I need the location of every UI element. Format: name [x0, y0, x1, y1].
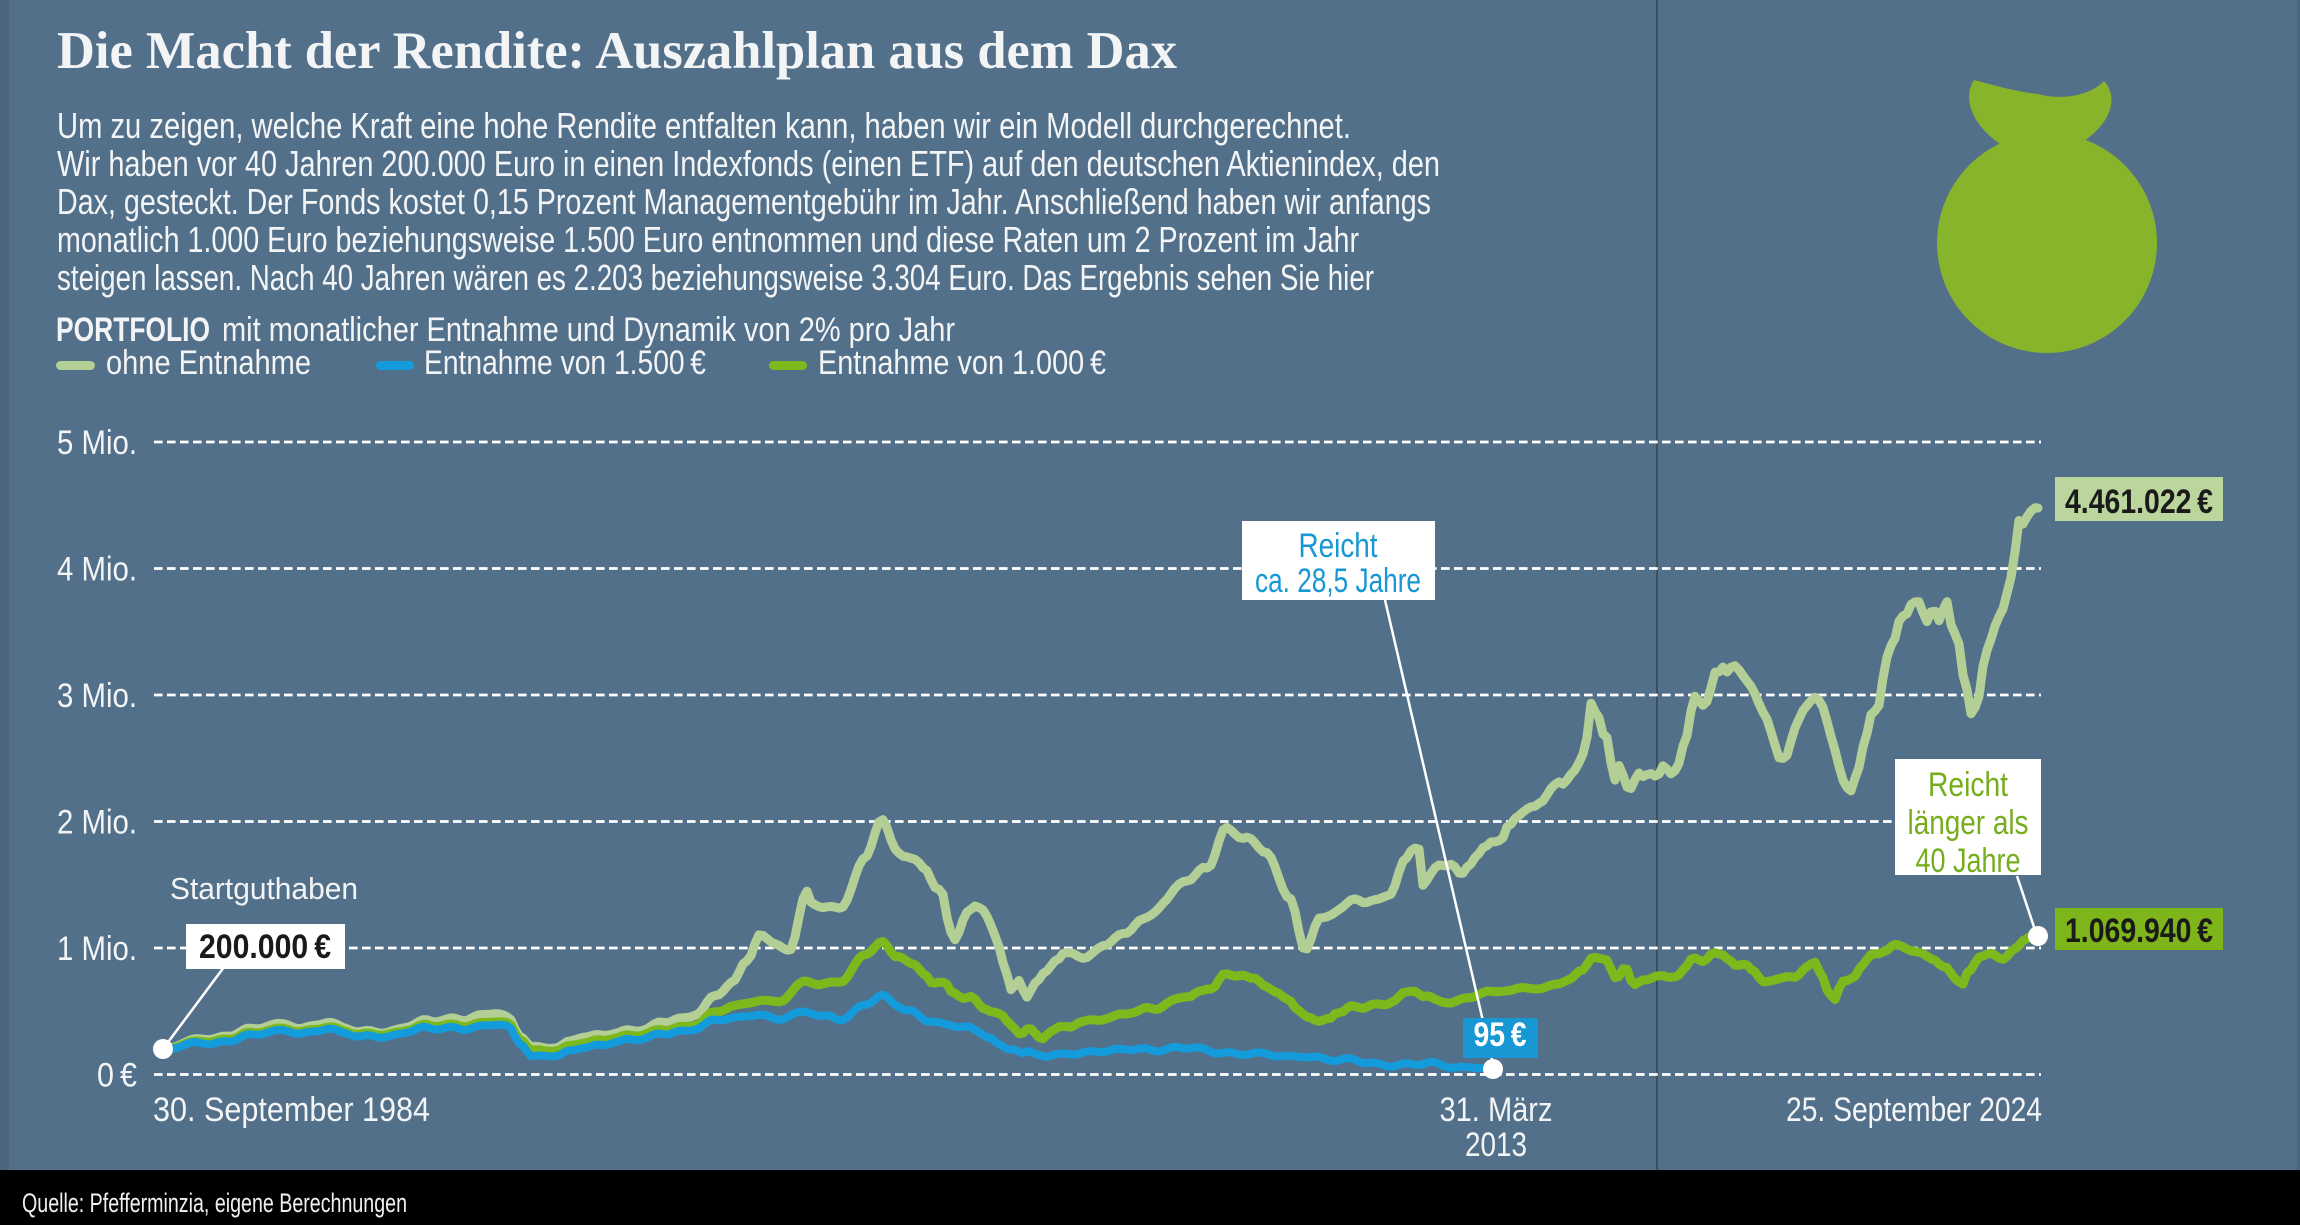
svg-text:mit monatlicher Entnahme und D: mit monatlicher Entnahme und Dynamik von…	[222, 311, 955, 349]
svg-text:25. September 2024: 25. September 2024	[1786, 1091, 2042, 1129]
svg-text:ca. 28,5 Jahre: ca. 28,5 Jahre	[1255, 562, 1421, 600]
svg-text:Dax, gesteckt. Der Fonds koste: Dax, gesteckt. Der Fonds kostet 0,15 Pro…	[57, 181, 1431, 222]
svg-text:PORTFOLIO: PORTFOLIO	[56, 311, 210, 349]
svg-text:Um zu zeigen, welche Kraft ein: Um zu zeigen, welche Kraft eine hohe Ren…	[57, 105, 1351, 146]
svg-text:2 Mio.: 2 Mio.	[57, 804, 137, 842]
svg-text:Entnahme von 1.000 €: Entnahme von 1.000 €	[818, 344, 1106, 382]
svg-text:0 €: 0 €	[97, 1057, 137, 1095]
svg-text:Entnahme von 1.500 €: Entnahme von 1.500 €	[424, 344, 706, 382]
svg-text:95 €: 95 €	[1474, 1016, 1527, 1054]
svg-text:Quelle: Pfefferminzia, eigene: Quelle: Pfefferminzia, eigene Berechnung…	[22, 1188, 407, 1218]
svg-text:steigen lassen. Nach 40 Jahren: steigen lassen. Nach 40 Jahren wären es …	[57, 257, 1374, 298]
svg-text:Die Macht der Rendite: Auszahl: Die Macht der Rendite: Auszahlplan aus d…	[57, 22, 1177, 80]
svg-text:40 Jahre: 40 Jahre	[1916, 842, 2021, 880]
svg-text:Reicht: Reicht	[1928, 766, 2008, 804]
svg-text:1 Mio.: 1 Mio.	[57, 930, 137, 968]
svg-text:4.461.022 €: 4.461.022 €	[2065, 483, 2213, 521]
svg-text:ohne Entnahme: ohne Entnahme	[106, 344, 311, 382]
svg-text:30. September 1984: 30. September 1984	[153, 1091, 430, 1129]
svg-text:200.000 €: 200.000 €	[199, 928, 331, 966]
svg-text:4 Mio.: 4 Mio.	[57, 551, 137, 589]
svg-text:Reicht: Reicht	[1299, 527, 1378, 565]
svg-text:5 Mio.: 5 Mio.	[57, 424, 137, 462]
svg-text:2013: 2013	[1465, 1126, 1527, 1164]
svg-text:1.069.940 €: 1.069.940 €	[2065, 912, 2213, 950]
svg-text:monatlich 1.000 Euro beziehung: monatlich 1.000 Euro beziehungsweise 1.5…	[57, 219, 1359, 260]
svg-text:3 Mio.: 3 Mio.	[57, 677, 137, 715]
svg-text:Startguthaben: Startguthaben	[170, 871, 358, 906]
svg-text:länger als: länger als	[1908, 804, 2029, 842]
svg-text:31. März: 31. März	[1440, 1091, 1553, 1129]
svg-text:Wir haben vor 40 Jahren 200.00: Wir haben vor 40 Jahren 200.000 Euro in …	[57, 143, 1440, 184]
